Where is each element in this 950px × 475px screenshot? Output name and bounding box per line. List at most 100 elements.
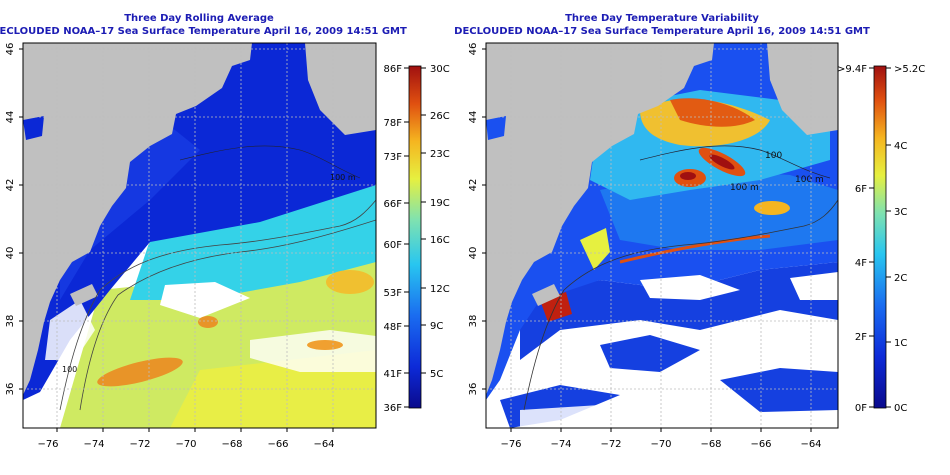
avg-colorbar-f-label: 60F (384, 240, 403, 251)
var-isobath-label: 100 (765, 151, 782, 161)
var-front-line (619, 234, 771, 264)
avg-isobath-label: 100 (62, 365, 77, 374)
avg-title-line2: DECLOUDED NOAA–17 Sea Surface Temperatur… (0, 26, 407, 37)
var-colorbar (873, 65, 887, 409)
avg-cloud (160, 282, 250, 318)
var-colorbar-f-label: 0F (855, 403, 867, 414)
avg-colorbar-c-label: 23C (430, 149, 450, 160)
avg-colorbar-f-label: 73F (384, 152, 403, 163)
avg-grid (23, 43, 376, 428)
var-map-frame (485, 42, 839, 429)
avg-isobath (179, 145, 361, 179)
avg-colorbar-f-label: 78F (384, 118, 403, 129)
var-hotspot-core (680, 172, 696, 180)
avg-colorbar (408, 65, 422, 409)
var-colorbar-c-label: 3C (894, 207, 907, 218)
var-colorbar-f-label: >9.4F (837, 64, 867, 75)
avg-axis-ticks (19, 48, 334, 432)
avg-colorbar-f-label: 66F (384, 199, 403, 210)
avg-lat-tick: 40 (5, 247, 16, 260)
var-lat-tick: 38 (468, 315, 479, 328)
var-lon-tick: −64 (800, 439, 821, 450)
avg-lon-tick: −70 (175, 439, 196, 450)
avg-lon-tick: −72 (129, 439, 150, 450)
avg-lat-tick: 44 (5, 111, 16, 124)
avg-warm-eddy (97, 357, 183, 387)
var-lat-tick: 46 (468, 43, 479, 56)
avg-colorbar-c-label: 12C (430, 284, 450, 295)
avg-lat-tick: 38 (5, 315, 16, 328)
var-colorbar-f-label: 4F (855, 258, 867, 269)
var-lat-tick: 40 (468, 247, 479, 260)
avg-colorbar-f-label: 41F (384, 369, 403, 380)
var-lon-tick: −66 (750, 439, 771, 450)
var-land-mainland (486, 43, 714, 395)
var-colorbar-f-label: 6F (855, 184, 867, 195)
var-cloud (640, 275, 740, 300)
var-hotspot (670, 98, 755, 127)
var-bay (486, 116, 506, 140)
avg-colorbar-c-label: 9C (430, 321, 443, 332)
var-low-variability (520, 262, 838, 360)
avg-lat-tick: 46 (5, 43, 16, 56)
var-land-long-island (532, 284, 560, 306)
var-hotspot (580, 228, 610, 270)
avg-warm-eddy (198, 316, 218, 328)
avg-isobath-label: 100 m (330, 173, 356, 182)
var-hotspot-core (709, 154, 735, 170)
avg-lon-tick: −68 (221, 439, 242, 450)
var-isobath (523, 199, 838, 411)
var-lon-tick: −74 (550, 439, 571, 450)
avg-land-nova-scotia (305, 43, 376, 135)
avg-colorbar-c-label: 30C (430, 64, 450, 75)
var-colorbar-f-label: 2F (855, 332, 867, 343)
var-isobath-label: 100 m (795, 175, 824, 185)
var-map: 100 m 100 m 100 (486, 43, 838, 428)
var-colorbar-c-label: 2C (894, 273, 907, 284)
avg-colorbar-c-label: 16C (430, 235, 450, 246)
avg-colorbar-ticks (404, 67, 426, 408)
avg-warm-eddy (326, 270, 374, 294)
avg-colorbar-c-label: 5C (430, 369, 443, 380)
avg-lon-tick: −66 (267, 439, 288, 450)
avg-title-line1: Three Day Rolling Average (124, 13, 274, 24)
avg-slope-water (130, 185, 376, 300)
avg-map-frame (22, 42, 377, 429)
avg-colorbar-f-label: 53F (384, 288, 403, 299)
avg-bay (23, 116, 44, 140)
avg-isobath (79, 219, 376, 411)
avg-land-long-island (70, 284, 98, 306)
var-lon-tick: −68 (700, 439, 721, 450)
var-isobath (639, 145, 831, 179)
avg-lon-tick: −64 (313, 439, 334, 450)
var-title-line1: Three Day Temperature Variability (565, 13, 759, 24)
avg-land-mainland (23, 43, 252, 395)
avg-colorbar-c-label: 26C (430, 111, 450, 122)
avg-lat-tick: 36 (5, 383, 16, 396)
var-lat-tick: 44 (468, 111, 479, 124)
avg-lon-tick: −74 (83, 439, 104, 450)
var-cloud (790, 272, 838, 300)
avg-map (23, 43, 376, 428)
avg-cloud (250, 330, 376, 372)
avg-warm-eddy (307, 340, 343, 350)
avg-lat-tick: 42 (5, 179, 16, 192)
avg-colorbar-f-label: 36F (384, 403, 403, 414)
avg-isobath (59, 199, 376, 411)
var-cloud (520, 405, 700, 428)
var-lat-tick: 42 (468, 179, 479, 192)
var-colorbar-ticks (869, 67, 891, 408)
var-low-variability (600, 335, 700, 372)
var-title-line2: DECLOUDED NOAA–17 Sea Surface Temperatur… (454, 26, 870, 37)
var-colorbar-c-label: 4C (894, 141, 907, 152)
var-colorbar-c-label: 0C (894, 403, 907, 414)
var-lon-tick: −72 (600, 439, 621, 450)
var-lon-tick: −70 (650, 439, 671, 450)
var-grid (486, 43, 838, 428)
avg-lon-tick: −76 (37, 439, 58, 450)
var-land-nova-scotia (767, 43, 838, 135)
var-lat-tick: 36 (468, 383, 479, 396)
var-low-variability (720, 368, 838, 412)
